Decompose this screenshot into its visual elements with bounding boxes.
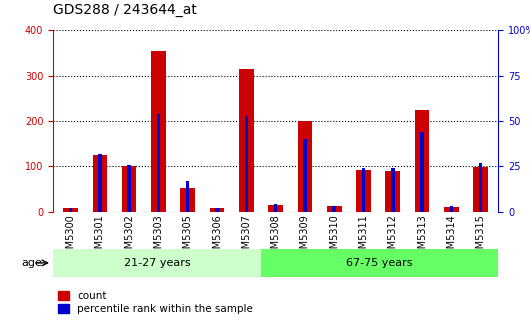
Bar: [151, 51, 166, 212]
Bar: [122, 166, 137, 212]
Bar: [449, 206, 453, 212]
Bar: [332, 206, 336, 212]
Bar: [327, 206, 341, 212]
Bar: [356, 170, 371, 212]
Bar: [261, 249, 498, 277]
Bar: [63, 208, 78, 212]
Bar: [361, 168, 365, 212]
Bar: [186, 181, 190, 212]
Text: GDS288 / 243644_at: GDS288 / 243644_at: [53, 3, 197, 17]
Bar: [244, 116, 248, 212]
Bar: [420, 132, 424, 212]
Bar: [127, 165, 131, 212]
Bar: [98, 154, 102, 212]
Bar: [473, 167, 488, 212]
Bar: [274, 204, 277, 212]
Bar: [268, 205, 283, 212]
Bar: [93, 155, 107, 212]
Bar: [69, 208, 72, 212]
Bar: [210, 208, 224, 212]
Bar: [385, 171, 400, 212]
Bar: [414, 110, 429, 212]
Bar: [53, 249, 261, 277]
Bar: [303, 139, 307, 212]
Text: 67-75 years: 67-75 years: [346, 258, 413, 268]
Bar: [239, 69, 254, 212]
Text: 21-27 years: 21-27 years: [123, 258, 190, 268]
Bar: [444, 207, 458, 212]
Bar: [157, 114, 160, 212]
Bar: [180, 188, 195, 212]
Legend: count, percentile rank within the sample: count, percentile rank within the sample: [58, 291, 253, 314]
Text: age: age: [22, 258, 42, 268]
Bar: [391, 168, 394, 212]
Bar: [479, 163, 482, 212]
Bar: [215, 208, 219, 212]
Bar: [297, 121, 312, 212]
